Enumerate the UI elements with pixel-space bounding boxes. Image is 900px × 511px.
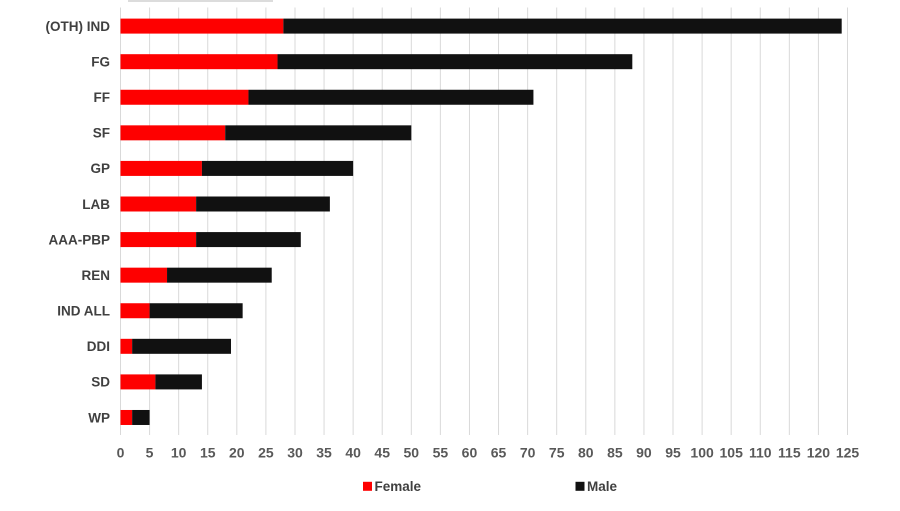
svg-text:90: 90 xyxy=(636,445,652,461)
svg-text:125: 125 xyxy=(836,445,860,461)
svg-text:SD: SD xyxy=(91,375,110,390)
svg-text:WP: WP xyxy=(88,410,110,425)
svg-text:15: 15 xyxy=(200,445,216,461)
svg-text:FG: FG xyxy=(91,54,110,69)
svg-text:50: 50 xyxy=(404,445,420,461)
svg-text:5: 5 xyxy=(146,445,154,461)
svg-text:DDI: DDI xyxy=(87,339,110,354)
svg-text:FF: FF xyxy=(94,90,111,105)
svg-text:20: 20 xyxy=(229,445,245,461)
svg-text:(OTH) IND: (OTH) IND xyxy=(46,19,111,34)
svg-text:AAA-PBP: AAA-PBP xyxy=(48,232,110,247)
svg-text:75: 75 xyxy=(549,445,565,461)
svg-text:Male: Male xyxy=(587,479,618,494)
svg-text:80: 80 xyxy=(578,445,594,461)
svg-text:10: 10 xyxy=(171,445,187,461)
svg-text:35: 35 xyxy=(316,445,332,461)
svg-text:30: 30 xyxy=(287,445,303,461)
svg-text:110: 110 xyxy=(749,445,772,461)
svg-text:100: 100 xyxy=(690,445,714,461)
svg-text:65: 65 xyxy=(491,445,507,461)
svg-text:115: 115 xyxy=(778,445,801,461)
svg-text:SF: SF xyxy=(93,126,110,141)
svg-text:GP: GP xyxy=(90,161,110,176)
svg-text:40: 40 xyxy=(345,445,361,461)
svg-text:55: 55 xyxy=(433,445,449,461)
svg-text:0: 0 xyxy=(117,445,125,461)
svg-text:LAB: LAB xyxy=(82,197,110,212)
svg-text:120: 120 xyxy=(807,445,831,461)
svg-text:REN: REN xyxy=(81,268,110,283)
svg-text:IND ALL: IND ALL xyxy=(57,304,110,319)
svg-text:45: 45 xyxy=(374,445,390,461)
svg-text:70: 70 xyxy=(520,445,536,461)
svg-text:95: 95 xyxy=(665,445,681,461)
svg-text:60: 60 xyxy=(462,445,478,461)
svg-text:25: 25 xyxy=(258,445,274,461)
svg-text:Female: Female xyxy=(375,479,422,494)
svg-text:105: 105 xyxy=(720,445,744,461)
svg-text:85: 85 xyxy=(607,445,623,461)
